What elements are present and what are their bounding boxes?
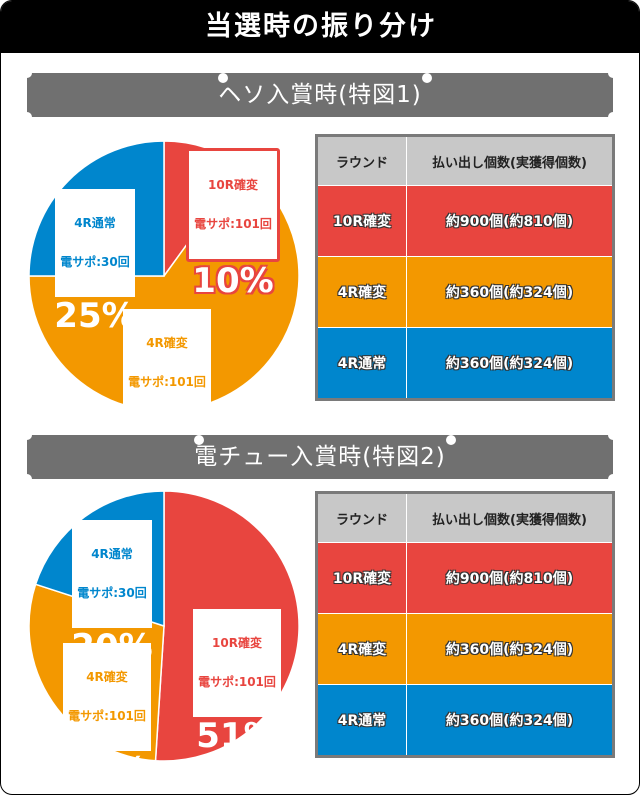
table-row: 10R確変 約900個(約810個) bbox=[316, 542, 614, 614]
cell-payout: 約360個(約324個) bbox=[406, 327, 614, 400]
cell-round: 4R確変 bbox=[316, 256, 407, 328]
label-line2: 電サポ:101回 bbox=[194, 217, 272, 231]
pct-value: 20% bbox=[71, 627, 153, 667]
col-header-round: ラウンド bbox=[316, 135, 407, 186]
label-line1: 10R確変 bbox=[212, 636, 262, 650]
table-header-row: ラウンド 払い出し個数(実獲得個数) bbox=[316, 492, 614, 543]
cell-payout: 約360個(約324個) bbox=[406, 256, 614, 328]
cell-payout: 約360個(約324個) bbox=[406, 684, 614, 757]
cell-round: 10R確変 bbox=[316, 542, 407, 614]
col-header-payout: 払い出し個数(実獲得個数) bbox=[406, 135, 614, 186]
banner-notch bbox=[608, 430, 618, 440]
label-line2: 電サポ:101回 bbox=[198, 675, 276, 689]
cell-round: 4R確変 bbox=[316, 613, 407, 685]
label-line1: 10R確変 bbox=[208, 178, 258, 192]
pct-value: 51% bbox=[196, 716, 278, 756]
label-line2: 電サポ:30回 bbox=[60, 255, 130, 269]
banner-notch bbox=[22, 430, 32, 440]
banner-notch bbox=[608, 68, 618, 78]
table-row: 4R通常 約360個(約324個) bbox=[316, 684, 614, 757]
pie-label-4r-tsujo: 4R通常 電サポ:30回 20% bbox=[61, 520, 163, 666]
banner-notch bbox=[608, 474, 618, 484]
banner-notch bbox=[22, 112, 32, 122]
payout-table-denchu: ラウンド 払い出し個数(実獲得個数) 10R確変 約900個(約810個) 4R… bbox=[315, 491, 615, 758]
table-row: 10R確変 約900個(約810個) bbox=[316, 185, 614, 257]
cell-round: 4R通常 bbox=[316, 327, 407, 400]
cell-payout: 約900個(約810個) bbox=[406, 542, 614, 614]
section-banner-heso: ヘソ入賞時(特図1) bbox=[27, 73, 613, 117]
label-line1: 4R通常 bbox=[91, 547, 133, 561]
pct-value: 25% bbox=[54, 296, 136, 336]
pie-label-10r: 10R確変 電サポ:101回 10% bbox=[175, 148, 291, 300]
table-row: 4R確変 約360個(約324個) bbox=[316, 613, 614, 685]
pie-label-10r: 10R確変 電サポ:101回 51% bbox=[177, 609, 297, 755]
section-banner-denchu: 電チュー入賞時(特図2) bbox=[27, 435, 613, 479]
cell-round: 10R確変 bbox=[316, 185, 407, 257]
col-header-round: ラウンド bbox=[316, 492, 407, 543]
pie-label-4r-tsujo: 4R通常 電サポ:30回 25% bbox=[45, 189, 145, 335]
banner-notch bbox=[608, 112, 618, 122]
cell-payout: 約900個(約810個) bbox=[406, 185, 614, 257]
table-row: 4R確変 約360個(約324個) bbox=[316, 256, 614, 328]
payout-table-heso: ラウンド 払い出し個数(実獲得個数) 10R確変 約900個(約810個) 4R… bbox=[315, 134, 615, 401]
label-line2: 電サポ:30回 bbox=[77, 586, 147, 600]
col-header-payout: 払い出し個数(実獲得個数) bbox=[406, 492, 614, 543]
cell-payout: 約360個(約324個) bbox=[406, 613, 614, 685]
pct-value: 10% bbox=[192, 261, 274, 301]
section-title: ヘソ入賞時(特図1) bbox=[218, 82, 422, 108]
table-row: 4R通常 約360個(約324個) bbox=[316, 327, 614, 400]
label-line1: 4R確変 bbox=[146, 336, 188, 350]
pct-value: 29% bbox=[66, 750, 148, 790]
table-header-row: ラウンド 払い出し個数(実獲得個数) bbox=[316, 135, 614, 186]
page-title: 当選時の振り分け bbox=[1, 1, 639, 53]
label-line2: 電サポ:101回 bbox=[128, 375, 206, 389]
banner-notch bbox=[22, 68, 32, 78]
banner-notch bbox=[22, 474, 32, 484]
section-title: 電チュー入賞時(特図2) bbox=[194, 444, 446, 470]
cell-round: 4R通常 bbox=[316, 684, 407, 757]
label-line1: 4R確変 bbox=[86, 670, 128, 684]
label-line1: 4R通常 bbox=[74, 216, 116, 230]
label-line2: 電サポ:101回 bbox=[68, 709, 146, 723]
pie-label-4r-kakuhen: 4R確変 電サポ:101回 29% bbox=[49, 643, 165, 789]
